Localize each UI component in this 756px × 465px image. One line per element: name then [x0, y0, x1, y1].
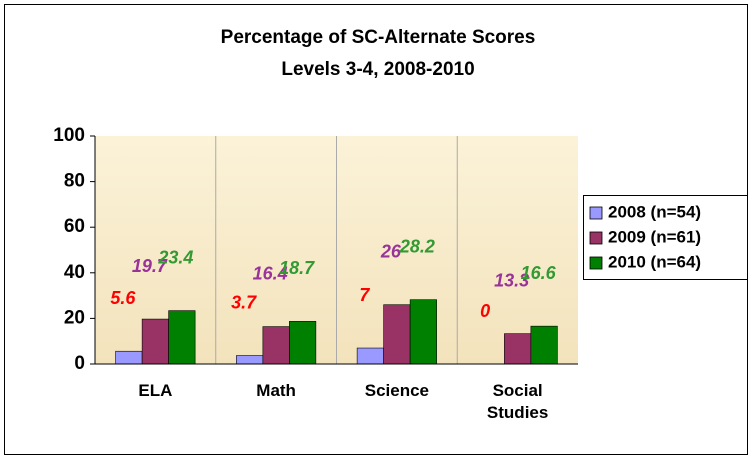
- legend-label: 2009 (n=61): [608, 227, 701, 246]
- bar: [141, 318, 169, 365]
- value-label: 3.7: [231, 292, 257, 312]
- x-tick-label: Math: [256, 381, 296, 400]
- legend-swatch: [589, 206, 603, 220]
- bar: [409, 299, 437, 365]
- bar: [262, 326, 290, 365]
- legend-swatch: [589, 256, 603, 270]
- bar: [168, 310, 196, 365]
- y-tick-label: 20: [64, 307, 85, 328]
- bar: [289, 321, 317, 365]
- value-label: 28.2: [399, 236, 435, 256]
- chart-title: Percentage of SC-Alternate Scores: [221, 27, 536, 48]
- chart-subtitle: Levels 3-4, 2008-2010: [281, 59, 474, 80]
- bar: [383, 304, 411, 365]
- value-label: 18.7: [279, 258, 315, 278]
- bar: [236, 355, 264, 365]
- y-tick-label: 100: [53, 125, 85, 146]
- value-label: 19.7: [132, 256, 168, 276]
- x-tick-label: Science: [364, 381, 429, 400]
- legend: [583, 195, 748, 280]
- bar: [356, 347, 384, 365]
- legend-label: 2010 (n=64): [608, 252, 701, 271]
- value-label: 0: [480, 301, 490, 321]
- x-tick-label: Social Studies: [486, 381, 549, 422]
- bar: [504, 333, 532, 365]
- legend-swatch: [589, 231, 603, 245]
- legend-label: 2008 (n=54): [608, 202, 701, 221]
- value-label: 26: [380, 241, 402, 261]
- y-tick-label: 40: [64, 262, 85, 283]
- value-label: 16.4: [253, 263, 288, 283]
- y-tick-label: 0: [74, 353, 85, 374]
- value-label: 16.6: [521, 263, 557, 283]
- y-tick-label: 60: [64, 216, 85, 237]
- value-label: 13.3: [494, 270, 529, 290]
- value-label: 5.6: [110, 288, 136, 308]
- value-label: 7: [359, 285, 370, 305]
- value-label: 23.4: [157, 247, 193, 267]
- bar: [530, 325, 558, 365]
- x-tick-label: ELA: [138, 381, 173, 400]
- y-tick-label: 80: [64, 171, 85, 192]
- bar: [115, 350, 143, 365]
